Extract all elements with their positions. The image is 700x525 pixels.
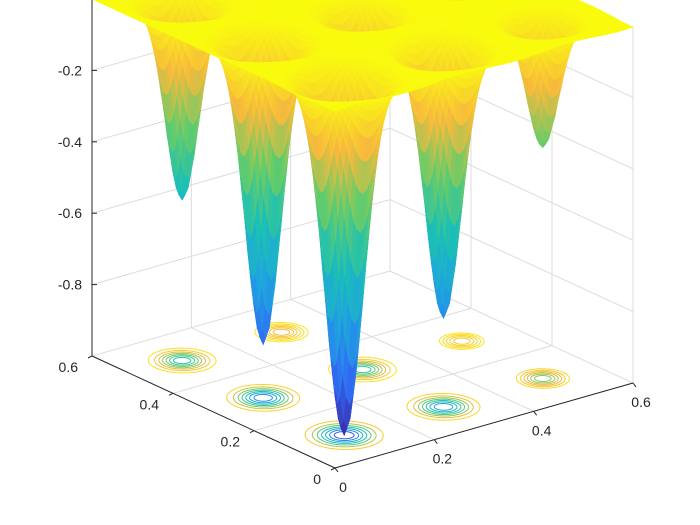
x-tick-mark — [334, 467, 339, 473]
contour-line — [515, 368, 571, 389]
contour-line — [147, 347, 217, 374]
contour-line — [421, 398, 466, 415]
contour-line — [304, 420, 384, 451]
surface-patch — [228, 0, 235, 2]
contour-line — [442, 333, 482, 349]
contour-line — [237, 388, 289, 408]
contour-line — [168, 355, 196, 366]
contour-line — [449, 336, 475, 347]
contour-line — [162, 352, 203, 369]
contour-line — [530, 373, 556, 384]
contour-line — [425, 400, 462, 414]
x-axis-line — [334, 382, 634, 469]
y-tick-mark — [168, 392, 174, 396]
surface-patch — [217, 0, 224, 3]
contour-line — [523, 371, 563, 386]
contour-line — [519, 369, 566, 388]
contour-line — [272, 328, 291, 336]
contour-line — [265, 326, 298, 339]
surface-patch — [195, 0, 200, 5]
contour-projection — [147, 321, 571, 451]
contour-line — [253, 393, 273, 402]
contour-line — [153, 349, 211, 372]
contour-line — [165, 354, 199, 367]
contour-line — [249, 392, 278, 404]
contour-line — [245, 391, 282, 405]
surface-mesh — [93, 0, 634, 437]
contour-line — [241, 389, 285, 406]
contour-line — [445, 335, 478, 348]
contour-line — [232, 386, 294, 410]
contour-line — [311, 422, 377, 448]
contour-line — [406, 392, 481, 421]
contour-line — [413, 395, 474, 419]
y-tick-mark — [249, 430, 255, 434]
y-axis-line — [91, 355, 336, 469]
x-tick-mark — [433, 439, 438, 444]
contour-line — [316, 424, 372, 446]
y-tick-mark — [330, 467, 336, 471]
y-tick-mark — [87, 355, 93, 359]
floor-grid-line — [172, 307, 472, 394]
contour-line — [268, 327, 295, 338]
x-tick-mark — [632, 382, 637, 388]
contour-line — [429, 401, 458, 413]
contour-line — [262, 324, 301, 340]
floor-grid-line — [191, 327, 435, 441]
contour-line — [526, 372, 559, 385]
contour-line — [417, 397, 470, 417]
contour-line — [433, 402, 454, 411]
x-tick-mark — [533, 411, 538, 416]
contour-line — [438, 332, 485, 350]
contour-line — [226, 383, 301, 412]
contour-line — [158, 351, 207, 370]
contour-line — [534, 375, 552, 382]
floor-grid-line — [389, 270, 634, 384]
surface-patch — [203, 0, 209, 4]
floor-grid-line — [253, 345, 553, 432]
contour-line — [173, 356, 192, 365]
contour-line — [453, 337, 471, 345]
